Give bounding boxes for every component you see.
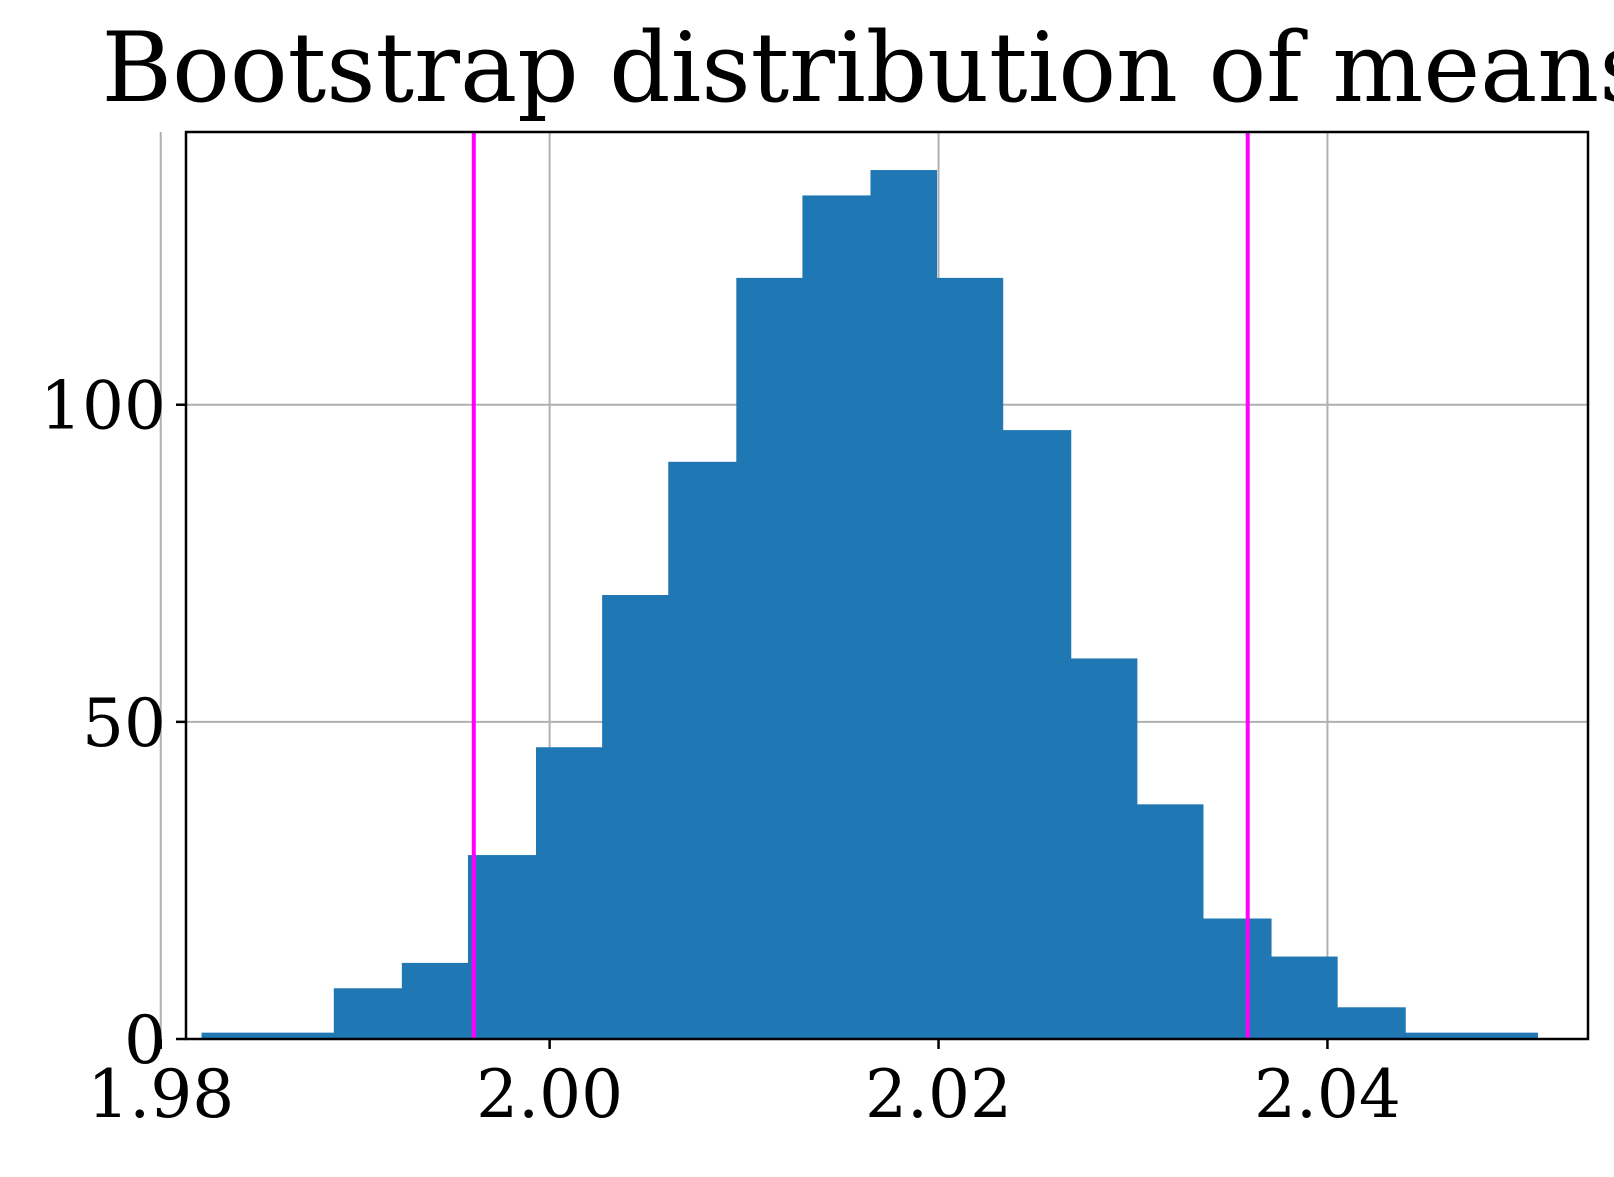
chart-title: Bootstrap distribution of means [102,12,1614,124]
histogram-bar [1337,1007,1406,1039]
histogram-bar [1271,956,1338,1039]
y-tick-label: 100 [40,368,166,445]
histogram-bar [201,1032,269,1039]
axis-ticks: 1.98 2.00 2.02 2.04 0 50 100 [40,368,1401,1133]
histogram-bar [401,962,469,1039]
x-tick-label: 2.04 [1254,1056,1401,1133]
x-tick-label: 1.98 [87,1056,234,1133]
histogram-bar [936,277,1004,1040]
plot-frame [184,130,1590,1041]
histogram-bar [1002,430,1072,1040]
histogram-bar [536,747,603,1039]
histogram-bar [1070,658,1138,1039]
histogram-bar [870,170,938,1040]
y-tick-label: 0 [124,1002,166,1079]
x-tick-label: 2.00 [476,1056,623,1133]
histogram-bar [802,195,871,1039]
histogram-bars [201,170,1538,1040]
histogram-bar [1136,804,1204,1039]
x-tick-label: 2.02 [865,1056,1012,1133]
histogram-bar [602,595,669,1039]
interval-lines [471,132,1250,1039]
y-tick-label: 50 [82,685,166,762]
histogram-bar [1471,1032,1538,1039]
histogram-bar [267,1032,335,1039]
histogram-bar [736,277,803,1040]
histogram-bar [1202,918,1272,1039]
histogram-bar [668,461,737,1039]
histogram-bar [467,855,537,1039]
histogram-bar [333,988,403,1039]
histogram-bar [1405,1032,1472,1039]
